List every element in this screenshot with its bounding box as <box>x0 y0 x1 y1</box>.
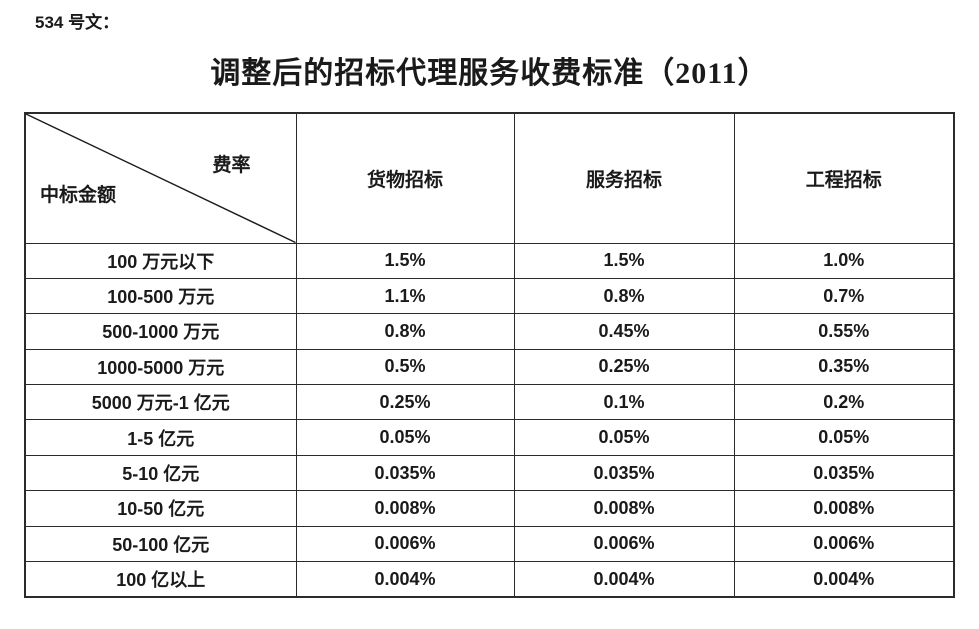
corner-label-amount: 中标金额 <box>40 184 117 206</box>
corner-header-cell: 费率 中标金额 <box>24 112 297 244</box>
table-row: 50-100 亿元 0.006% 0.006% 0.006% <box>24 525 955 563</box>
table-row: 10-50 亿元 0.008% 0.008% 0.008% <box>24 490 955 527</box>
rate-cell: 1.1% <box>295 277 515 315</box>
rate-cell: 0.008% <box>513 490 735 527</box>
row-label-cell: 1-5 亿元 <box>24 419 297 456</box>
table-row: 1000-5000 万元 0.5% 0.25% 0.35% <box>24 348 955 386</box>
diagonal-divider-line <box>26 114 296 243</box>
rate-cell: 0.008% <box>295 490 515 527</box>
rate-cell: 0.05% <box>733 419 955 456</box>
doc-ref-label: 534 号文： <box>35 13 120 32</box>
rate-cell: 0.2% <box>733 384 955 421</box>
fee-table: 费率 中标金额 货物招标 服务招标 工程招标 100 万元以下 1.5% 1.5… <box>24 112 955 598</box>
row-label-cell: 10-50 亿元 <box>24 490 297 527</box>
table-row: 5-10 亿元 0.035% 0.035% 0.035% <box>24 454 955 492</box>
rate-cell: 0.035% <box>733 454 955 492</box>
table-row: 100-500 万元 1.1% 0.8% 0.7% <box>24 277 955 315</box>
row-label-cell: 100 亿以上 <box>24 561 297 598</box>
table-row: 100 亿以上 0.004% 0.004% 0.004% <box>24 561 955 598</box>
table-row: 1-5 亿元 0.05% 0.05% 0.05% <box>24 419 955 456</box>
column-header-goods: 货物招标 <box>295 112 515 244</box>
rate-cell: 0.5% <box>295 348 515 386</box>
table-row: 5000 万元-1 亿元 0.25% 0.1% 0.2% <box>24 384 955 421</box>
rate-cell: 0.55% <box>733 313 955 350</box>
rate-cell: 0.004% <box>295 561 515 598</box>
rate-cell: 1.5% <box>513 242 735 279</box>
rate-cell: 0.008% <box>733 490 955 527</box>
rate-cell: 0.004% <box>513 561 735 598</box>
rate-cell: 0.1% <box>513 384 735 421</box>
row-label-cell: 100 万元以下 <box>24 242 297 279</box>
table-row: 500-1000 万元 0.8% 0.45% 0.55% <box>24 313 955 350</box>
rate-cell: 0.8% <box>295 313 515 350</box>
rate-cell: 0.006% <box>733 525 955 563</box>
rate-cell: 0.25% <box>295 384 515 421</box>
column-header-works: 工程招标 <box>733 112 955 244</box>
rate-cell: 0.45% <box>513 313 735 350</box>
rate-cell: 0.25% <box>513 348 735 386</box>
row-label-cell: 50-100 亿元 <box>24 525 297 563</box>
rate-cell: 0.05% <box>295 419 515 456</box>
rate-cell: 0.006% <box>513 525 735 563</box>
row-label-cell: 500-1000 万元 <box>24 313 297 350</box>
rate-cell: 1.0% <box>733 242 955 279</box>
rate-cell: 0.7% <box>733 277 955 315</box>
row-label-cell: 100-500 万元 <box>24 277 297 315</box>
rate-cell: 0.035% <box>295 454 515 492</box>
rate-cell: 0.004% <box>733 561 955 598</box>
rate-cell: 0.8% <box>513 277 735 315</box>
table-row: 100 万元以下 1.5% 1.5% 1.0% <box>24 242 955 279</box>
row-label-cell: 1000-5000 万元 <box>24 348 297 386</box>
rate-cell: 0.035% <box>513 454 735 492</box>
rate-cell: 0.35% <box>733 348 955 386</box>
rate-cell: 0.05% <box>513 419 735 456</box>
table-header-row: 费率 中标金额 货物招标 服务招标 工程招标 <box>24 112 955 244</box>
rate-cell: 1.5% <box>295 242 515 279</box>
rate-cell: 0.006% <box>295 525 515 563</box>
column-header-services: 服务招标 <box>513 112 735 244</box>
row-label-cell: 5-10 亿元 <box>24 454 297 492</box>
row-label-cell: 5000 万元-1 亿元 <box>24 384 297 421</box>
corner-label-rate: 费率 <box>212 155 251 176</box>
page-title: 调整后的招标代理服务收费标准（2011） <box>210 57 769 90</box>
